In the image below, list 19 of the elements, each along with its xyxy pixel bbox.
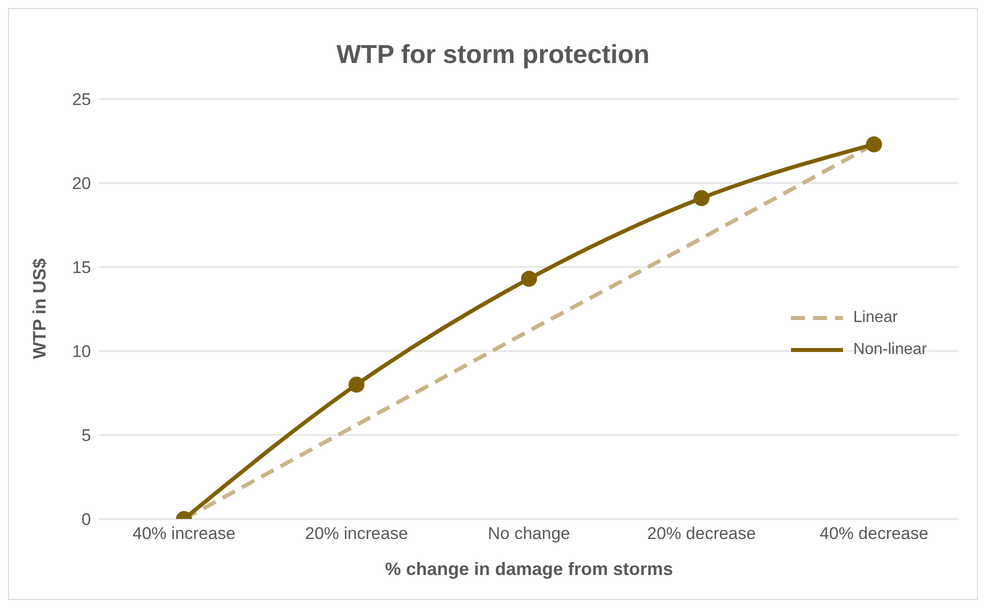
legend-label: Linear <box>853 309 898 327</box>
point <box>694 190 710 206</box>
y-tick-label: 20 <box>72 174 91 194</box>
x-tick-label: 20% decrease <box>647 524 756 544</box>
y-tick-label: 0 <box>82 510 91 530</box>
y-axis-title: WTP in US$ <box>29 258 50 359</box>
x-axis-title: % change in damage from storms <box>384 559 674 579</box>
y-tick-label: 10 <box>72 342 91 362</box>
point <box>521 270 537 287</box>
x-tick-label: 40% decrease <box>820 524 928 544</box>
y-tick-label: 15 <box>72 258 91 278</box>
chart-title: WTP for storm protection <box>336 38 650 71</box>
x-tick-label: 40% increase <box>132 524 236 544</box>
legend-label: Non-linear <box>853 341 927 359</box>
x-tick-label: No change <box>488 524 570 544</box>
x-tick-label: 20% increase <box>304 524 408 544</box>
point <box>866 136 882 152</box>
y-tick-label: 5 <box>82 426 91 446</box>
y-tick-label: 25 <box>72 90 91 110</box>
